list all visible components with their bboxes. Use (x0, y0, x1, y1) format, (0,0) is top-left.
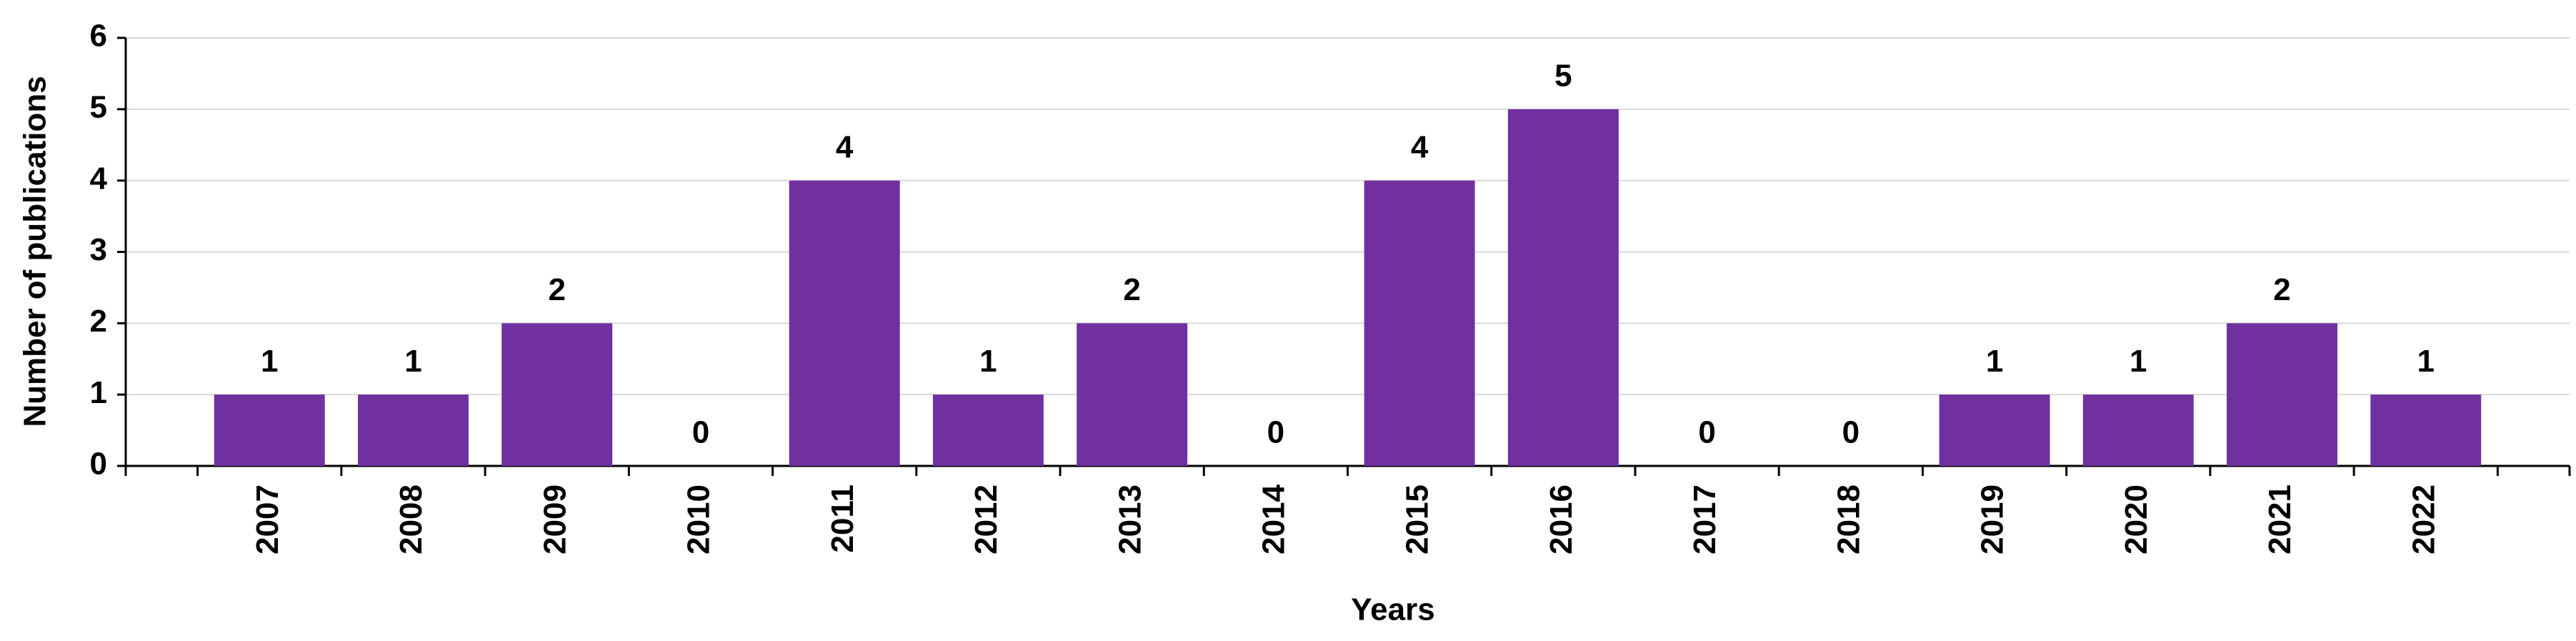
data-label: 0 (1842, 415, 1859, 450)
data-label: 1 (261, 344, 278, 379)
bar (1364, 180, 1475, 466)
x-tick-label: 2022 (2406, 485, 2441, 555)
bar (214, 394, 325, 466)
x-tick-label: 2009 (537, 485, 572, 555)
data-label: 1 (1986, 344, 2003, 379)
bar (2082, 394, 2194, 466)
bar (357, 394, 469, 466)
data-label: 0 (1267, 415, 1284, 450)
bar (2227, 323, 2338, 466)
data-label: 1 (979, 344, 997, 379)
data-label: 5 (1554, 58, 1572, 93)
y-tick-label: 3 (90, 232, 107, 267)
bar (932, 394, 1044, 466)
y-tick-label: 4 (90, 161, 108, 196)
data-label: 2 (548, 272, 565, 307)
data-label: 4 (836, 129, 854, 164)
data-label: 1 (2130, 344, 2147, 379)
bar (2370, 394, 2482, 466)
x-tick-label: 2011 (825, 485, 860, 552)
data-label: 1 (404, 344, 421, 379)
bar (1077, 323, 1188, 466)
data-label: 4 (1411, 129, 1429, 164)
y-tick-label: 2 (90, 304, 107, 339)
x-tick-label: 2020 (2119, 485, 2154, 555)
data-label: 1 (2417, 344, 2435, 379)
bar (1939, 394, 2050, 466)
x-tick-label: 2015 (1400, 485, 1435, 555)
x-tick-label: 2008 (394, 485, 429, 555)
y-axis-title: Number of publications (18, 76, 53, 427)
data-label: 2 (1123, 272, 1140, 307)
bar (1507, 109, 1619, 467)
x-tick-label: 2012 (969, 485, 1004, 555)
y-tick-label: 5 (90, 89, 107, 124)
x-tick-label: 2014 (1257, 484, 1292, 554)
data-label: 0 (1698, 415, 1715, 450)
x-tick-label: 2010 (682, 485, 717, 555)
bar (789, 180, 900, 466)
x-tick-label: 2013 (1112, 485, 1147, 555)
x-tick-label: 2021 (2262, 485, 2297, 555)
x-tick-label: 2007 (250, 485, 285, 555)
y-tick-label: 6 (90, 19, 107, 54)
data-label: 0 (692, 415, 709, 450)
x-tick-label: 2018 (1831, 485, 1866, 555)
x-tick-label: 2017 (1687, 485, 1722, 555)
bar (501, 323, 613, 466)
x-tick-label: 2016 (1544, 485, 1579, 555)
y-tick-label: 0 (90, 447, 107, 482)
y-tick-label: 1 (90, 375, 107, 410)
x-tick-label: 2019 (1975, 485, 2010, 555)
x-axis-title: Years (1351, 592, 1434, 627)
data-label: 2 (2273, 272, 2290, 307)
